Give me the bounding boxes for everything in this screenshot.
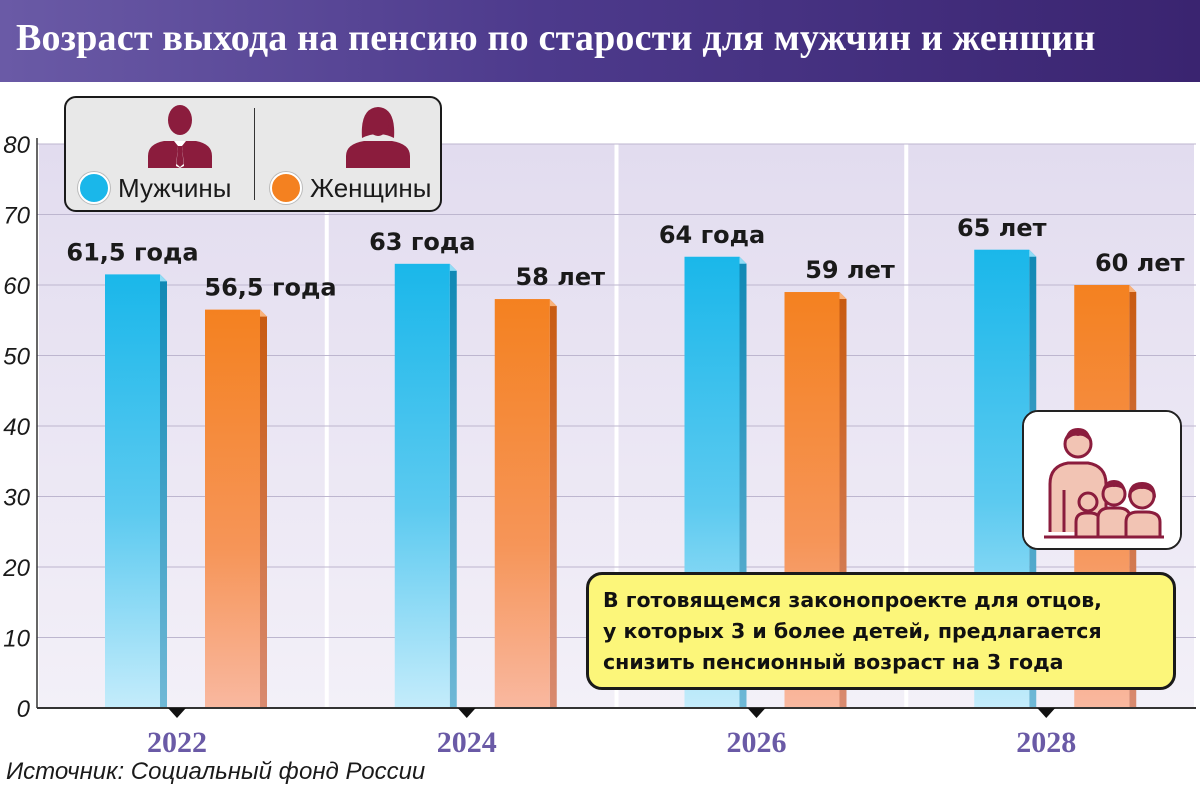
y-tick-label: 10 [3, 626, 30, 653]
bar-side-men [449, 263, 457, 708]
bar-women-2022 [205, 309, 260, 708]
header-bar: Возраст выхода на пенсию по старости для… [0, 0, 1200, 82]
bar-men-2022 [105, 274, 160, 708]
bar-men-2024 [394, 263, 450, 708]
legend-label-men: Мужчины [118, 172, 232, 203]
note-callout: В готовящемся законопроекте для отцов, у… [586, 572, 1176, 690]
x-tick-label: 2026 [727, 726, 787, 758]
woman-silhouette-icon [346, 107, 410, 168]
y-tick-label: 80 [3, 132, 30, 159]
data-label: 64 года [659, 221, 765, 249]
data-label: 63 года [369, 228, 475, 256]
legend-divider [254, 108, 255, 200]
y-tick-label: 40 [3, 414, 30, 441]
note-line-3: снизить пенсионный возраст на 3 года [603, 649, 1064, 674]
bar-side-men [160, 274, 167, 708]
y-tick-label: 50 [3, 344, 30, 371]
data-label: 60 лет [1095, 249, 1185, 277]
bar-side-women [549, 299, 557, 708]
y-tick-label: 60 [3, 273, 30, 300]
note-line-2: у которых 3 и более детей, предлагается [603, 618, 1102, 643]
family-icon [1024, 412, 1180, 548]
chart-title: Возраст выхода на пенсию по старости для… [16, 17, 1096, 59]
source-caption: Источник: Социальный фонд России [6, 758, 426, 785]
x-tick-marker [168, 708, 186, 718]
bar-side-women [260, 309, 267, 708]
y-tick-label: 20 [2, 555, 30, 582]
family-icon-box [1022, 410, 1182, 550]
legend-label-women: Женщины [310, 172, 432, 203]
x-tick-marker [457, 708, 476, 718]
data-label: 65 лет [957, 214, 1047, 242]
x-tick-label: 2024 [437, 726, 497, 758]
x-tick-marker [1037, 708, 1056, 718]
bar-women-2024 [494, 299, 550, 708]
y-tick-label: 30 [3, 485, 30, 512]
man-silhouette-icon [148, 105, 212, 168]
note-line-1: В готовящемся законопроекте для отцов, [603, 587, 1102, 612]
legend-swatch-men [78, 172, 110, 204]
x-tick-label: 2028 [1016, 726, 1076, 758]
x-tick-label: 2022 [147, 726, 207, 758]
y-tick-label: 0 [17, 696, 31, 723]
data-label: 59 лет [805, 256, 895, 284]
data-label: 61,5 года [66, 238, 198, 266]
data-label: 56,5 года [204, 274, 336, 302]
legend-item-men: Мужчины [78, 172, 231, 204]
legend-swatch-women [270, 172, 302, 204]
y-tick-label: 70 [3, 203, 30, 230]
legend: Мужчины Женщины [64, 96, 442, 212]
data-label: 58 лет [515, 263, 605, 291]
legend-item-women: Женщины [270, 172, 431, 204]
x-tick-marker [747, 708, 766, 718]
